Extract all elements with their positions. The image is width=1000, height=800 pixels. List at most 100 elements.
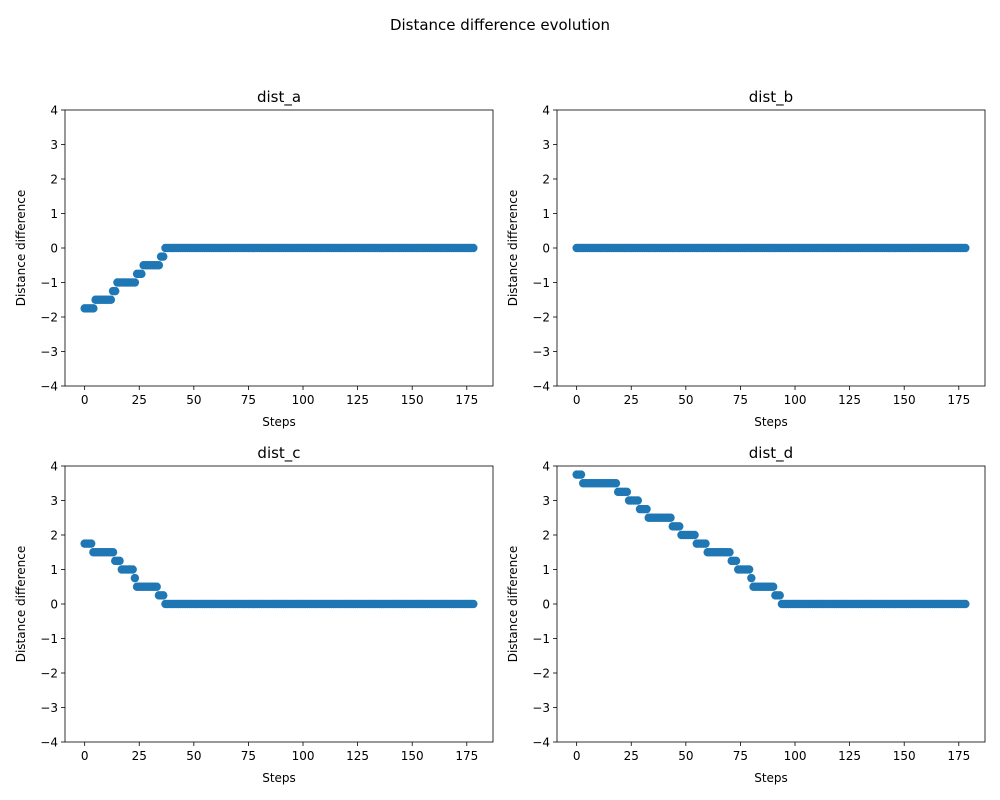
data-point [87,539,96,548]
subplot-grid: 0 25 50 75 100 125 150 175−4−3−2−101234dist_aSt… [14,88,986,785]
y-tick-label: 0 [50,598,58,612]
x-tick-label: 0 [81,749,89,763]
y-tick-label: −3 [532,345,550,359]
data-point [622,487,632,497]
y-tick-label: 1 [50,207,58,221]
data-point [576,470,586,479]
data-point [611,479,621,488]
y-tick-label: 4 [50,104,58,118]
y-tick-label: 1 [542,207,550,221]
data-point [130,573,140,583]
x-tick-label: 175 [947,393,970,407]
x-tick-label: 0 [573,749,581,763]
subplot-dist_c: 0 25 50 75 100 125 150 175 −4 −3 −2 −1 0 1 2 3 4 dist_c St… [14,444,494,785]
subplot-dist_a: 0 25 50 75 100 125 150 175 −4 −3 −2 −1 0 1 2 3 4 dist_a St… [14,88,494,429]
x-tick-label: 25 [132,393,147,407]
y-tick-label: 4 [542,460,550,474]
y-axis-label: Distance difference [14,546,28,663]
x-axis-label: Steps [754,415,788,429]
data-point [89,304,98,313]
data-point [701,539,710,548]
scatter-points [572,470,970,609]
x-tick-label: 100 [784,393,807,407]
x-tick-label: 25 [624,749,639,763]
y-tick-label: 3 [542,138,550,152]
x-tick-label: 175 [455,393,478,407]
data-point [154,261,164,270]
data-point [744,565,754,574]
x-tick-label: 100 [292,393,315,407]
x-axis-label: Steps [262,771,296,785]
x-tick-label: 75 [241,393,256,407]
data-point [469,243,478,253]
data-point [675,522,684,531]
subplot-title: dist_c [257,444,300,463]
y-tick-label: −4 [40,736,58,750]
scatter-points [80,539,478,609]
y-tick-label: −2 [40,667,58,681]
scatter-points [80,243,478,313]
data-point [137,269,146,279]
y-tick-label: −1 [532,632,550,646]
y-tick-label: 2 [50,173,58,187]
x-tick-label: 75 [733,393,748,407]
data-point [469,599,478,609]
x-tick-label: 50 [678,393,693,407]
y-tick-label: 2 [542,529,550,543]
data-point [106,295,116,304]
x-axis-label: Steps [754,771,788,785]
y-tick-label: 0 [542,242,550,256]
y-tick-label: 2 [542,173,550,187]
data-point [111,286,120,296]
data-point [152,582,161,591]
x-tick-label: 150 [893,393,916,407]
data-point [775,591,784,600]
data-point [725,548,734,557]
x-tick-label: 100 [784,749,807,763]
y-tick-label: −4 [532,380,550,394]
x-axis-label: Steps [262,415,296,429]
subplot-dist_d: 0 25 50 75 100 125 150 175 −4 −3 −2 −1 0 1 2 3 4 dist_d St… [506,444,986,785]
subplot-title: dist_b [749,88,793,107]
x-tick-label: 150 [893,749,916,763]
y-tick-label: −4 [40,380,58,394]
y-tick-label: −4 [532,736,550,750]
y-tick-label: 4 [50,460,58,474]
y-tick-label: 3 [542,494,550,508]
subplot-title: dist_a [257,88,301,107]
x-tick-label: 25 [132,749,147,763]
x-tick-label: 125 [838,393,861,407]
y-axis-label: Distance difference [506,546,520,663]
x-tick-label: 125 [838,749,861,763]
data-point [108,548,118,557]
x-tick-label: 25 [624,393,639,407]
x-tick-label: 125 [346,749,369,763]
y-axis-label: Distance difference [506,190,520,307]
data-point [690,530,699,540]
x-tick-label: 100 [292,749,315,763]
y-tick-label: 4 [542,104,550,118]
y-tick-label: 0 [542,598,550,612]
data-point [731,556,741,566]
x-tick-label: 125 [346,393,369,407]
data-point [768,582,778,591]
subplot-dist_b: 0 25 50 75 100 125 150 175 −4 −3 −2 −1 0 1 2 3 4 dist_b St… [506,88,986,429]
data-point [642,504,651,514]
y-tick-label: 2 [50,529,58,543]
y-tick-label: −1 [40,276,58,290]
x-tick-label: 75 [241,749,256,763]
x-tick-label: 0 [573,393,581,407]
x-tick-label: 50 [678,749,693,763]
y-tick-label: −2 [532,311,550,325]
data-point [961,243,970,253]
x-tick-label: 0 [81,393,89,407]
data-point [961,599,970,609]
y-tick-label: −3 [40,701,58,715]
x-tick-label: 75 [733,749,748,763]
data-point [666,513,675,522]
y-tick-label: 1 [542,563,550,577]
data-point [633,496,642,505]
x-tick-label: 150 [401,749,424,763]
y-tick-label: −3 [40,345,58,359]
y-tick-label: −2 [532,667,550,681]
